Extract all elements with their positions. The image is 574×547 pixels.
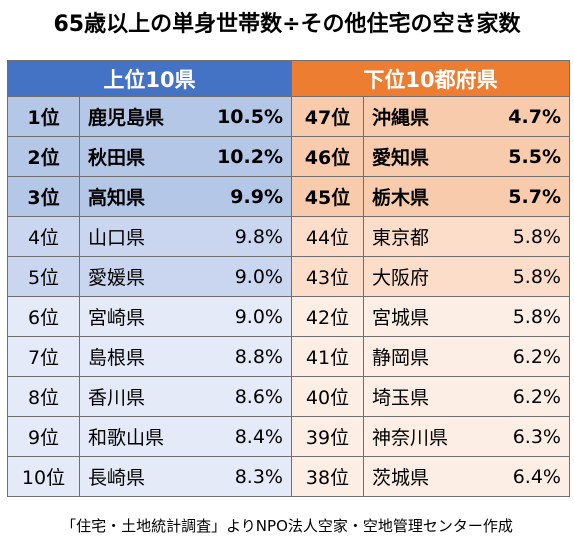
top-rank: 8位 <box>7 376 80 417</box>
table-row: 10位 長崎県 8.3% 38位 茨城県 6.4% <box>7 456 570 497</box>
bottom-value: 6.3% <box>473 416 570 457</box>
table-row: 7位 島根県 8.8% 41位 静岡県 6.2% <box>7 336 570 377</box>
table-row: 4位 山口県 9.8% 44位 東京都 5.8% <box>7 216 570 257</box>
bottom-prefecture: 愛知県 <box>363 136 474 177</box>
top-prefecture: 香川県 <box>79 376 190 417</box>
top-value: 8.4% <box>189 416 292 457</box>
table-row: 2位 秋田県 10.2% 46位 愛知県 5.5% <box>7 136 570 177</box>
page-title: 65歳以上の単身世帯数÷その他住宅の空き家数 <box>53 12 521 37</box>
bottom-value: 5.7% <box>473 176 570 217</box>
bottom-value: 6.2% <box>473 376 570 417</box>
top-value: 8.6% <box>189 376 292 417</box>
ranking-table-body: 上位10県 下位10都府県 1位 鹿児島県 10.5% 47位 沖縄県 4.7% 2位 秋田県… <box>7 60 570 497</box>
bottom-rank: 39位 <box>291 416 364 457</box>
top-rank: 7位 <box>7 336 80 377</box>
bottom-prefecture: 栃木県 <box>363 176 474 217</box>
top-value: 9.0% <box>189 256 292 297</box>
top-prefecture: 山口県 <box>79 216 190 257</box>
top-value: 9.8% <box>189 216 292 257</box>
bottom-rank: 40位 <box>291 376 364 417</box>
bottom-value: 5.8% <box>473 256 570 297</box>
top-value: 9.0% <box>189 296 292 337</box>
ranking-table: 上位10県 下位10都府県 1位 鹿児島県 10.5% 47位 沖縄県 4.7% 2位 秋田県… <box>7 60 570 497</box>
table-row: 1位 鹿児島県 10.5% 47位 沖縄県 4.7% <box>7 96 570 137</box>
top-rank: 4位 <box>7 216 80 257</box>
top-rank: 9位 <box>7 416 80 457</box>
bottom-rank: 43位 <box>291 256 364 297</box>
top-prefecture: 高知県 <box>79 176 190 217</box>
top-rank: 3位 <box>7 176 80 217</box>
bottom-rank: 41位 <box>291 336 364 377</box>
top-rank: 1位 <box>7 96 80 137</box>
top-prefecture: 宮崎県 <box>79 296 190 337</box>
table-row: 8位 香川県 8.6% 40位 埼玉県 6.2% <box>7 376 570 417</box>
top-prefecture: 鹿児島県 <box>79 96 190 137</box>
bottom-value: 5.8% <box>473 296 570 337</box>
top-prefecture: 秋田県 <box>79 136 190 177</box>
table-row: 6位 宮崎県 9.0% 42位 宮城県 5.8% <box>7 296 570 337</box>
source-note: 「住宅・土地統計調査」よりNPO法人空家・空地管理センター作成 <box>61 517 513 535</box>
top-value: 8.3% <box>189 456 292 497</box>
top-rank: 2位 <box>7 136 80 177</box>
bottom-rank: 47位 <box>291 96 364 137</box>
top-prefecture: 和歌山県 <box>79 416 190 457</box>
bottom-value: 6.4% <box>473 456 570 497</box>
top-rank: 10位 <box>7 456 80 497</box>
table-row: 9位 和歌山県 8.4% 39位 神奈川県 6.3% <box>7 416 570 457</box>
bottom-prefecture: 静岡県 <box>363 336 474 377</box>
bottom-value: 5.5% <box>473 136 570 177</box>
bottom-rank: 44位 <box>291 216 364 257</box>
bottom-value: 5.8% <box>473 216 570 257</box>
top-rank: 5位 <box>7 256 80 297</box>
bottom-prefecture: 茨城県 <box>363 456 474 497</box>
bottom-prefecture: 埼玉県 <box>363 376 474 417</box>
top-rank: 6位 <box>7 296 80 337</box>
bottom-rank: 46位 <box>291 136 364 177</box>
table-row: 3位 高知県 9.9% 45位 栃木県 5.7% <box>7 176 570 217</box>
bottom-rank: 38位 <box>291 456 364 497</box>
bottom-prefecture: 宮城県 <box>363 296 474 337</box>
bottom-prefecture: 神奈川県 <box>363 416 474 457</box>
top-prefecture: 長崎県 <box>79 456 190 497</box>
bottom-value: 6.2% <box>473 336 570 377</box>
top-prefecture: 愛媛県 <box>79 256 190 297</box>
bottom-rank: 42位 <box>291 296 364 337</box>
bottom-header: 下位10都府県 <box>291 60 570 97</box>
bottom-prefecture: 大阪府 <box>363 256 474 297</box>
top-header: 上位10県 <box>7 60 292 97</box>
bottom-rank: 45位 <box>291 176 364 217</box>
top-value: 9.9% <box>189 176 292 217</box>
bottom-prefecture: 東京都 <box>363 216 474 257</box>
bottom-value: 4.7% <box>473 96 570 137</box>
top-value: 10.5% <box>189 96 292 137</box>
top-value: 8.8% <box>189 336 292 377</box>
table-row: 5位 愛媛県 9.0% 43位 大阪府 5.8% <box>7 256 570 297</box>
header-row: 上位10県 下位10都府県 <box>7 60 570 97</box>
bottom-prefecture: 沖縄県 <box>363 96 474 137</box>
top-prefecture: 島根県 <box>79 336 190 377</box>
top-value: 10.2% <box>189 136 292 177</box>
